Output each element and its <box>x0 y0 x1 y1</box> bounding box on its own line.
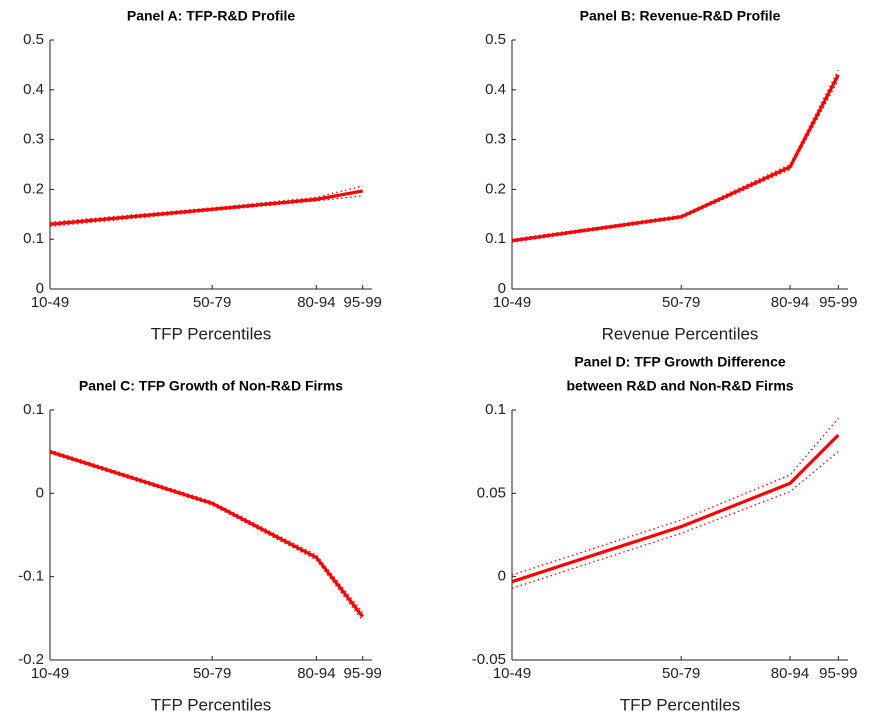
chart-title: Panel A: TFP-R&D Profile <box>127 8 295 24</box>
ci-upper-line <box>511 69 839 240</box>
x-tick-label: 95-99 <box>819 665 857 682</box>
x-tick-label: 10-49 <box>493 665 531 682</box>
y-tick-label: 0.4 <box>23 81 44 98</box>
y-tick-label: 0.05 <box>477 484 506 501</box>
x-tick-label: 80-94 <box>297 665 335 682</box>
y-tick-label: 0.2 <box>23 180 44 197</box>
y-tick-label: 0 <box>36 484 44 501</box>
y-tick-label: 0.3 <box>23 131 44 148</box>
x-tick-label: 80-94 <box>771 665 809 682</box>
chart-title: Panel B: Revenue-R&D Profile <box>580 8 781 24</box>
ci-lower-line <box>511 451 839 589</box>
ci-upper-line <box>511 417 839 576</box>
x-axis-label: TFP Percentiles <box>151 695 272 714</box>
x-axis-label: TFP Percentiles <box>620 695 741 714</box>
y-tick-label: 0.5 <box>23 31 44 48</box>
y-tick-label: -0.2 <box>18 651 44 668</box>
y-tick-label: 0 <box>498 568 506 585</box>
x-axis-label: Revenue Percentiles <box>602 324 759 343</box>
x-axis-label: TFP Percentiles <box>151 324 272 343</box>
y-tick-label: -0.1 <box>18 568 44 585</box>
x-tick-label: 10-49 <box>31 294 69 311</box>
data-line <box>511 74 840 243</box>
chart-title: between R&D and Non-R&D Firms <box>566 378 793 394</box>
x-tick-label: 50-79 <box>662 294 700 311</box>
data-line <box>49 450 364 618</box>
y-tick-label: 0 <box>36 280 44 297</box>
y-tick-label: 0.3 <box>485 131 506 148</box>
x-tick-label: 50-79 <box>193 665 231 682</box>
x-tick-label: 10-49 <box>493 294 531 311</box>
x-tick-label: 80-94 <box>771 294 809 311</box>
y-tick-label: 0.5 <box>485 31 506 48</box>
y-tick-label: 0.1 <box>485 230 506 247</box>
x-tick-label: 95-99 <box>819 294 857 311</box>
ci-lower-line <box>49 195 363 227</box>
chart-title: Panel D: TFP Growth Difference <box>574 354 786 370</box>
x-tick-label: 95-99 <box>344 665 382 682</box>
y-tick-label: 0.1 <box>485 401 506 418</box>
data-line <box>511 433 840 584</box>
y-tick-label: 0.1 <box>23 401 44 418</box>
x-tick-label: 10-49 <box>31 665 69 682</box>
chart-title: Panel C: TFP Growth of Non-R&D Firms <box>79 378 343 394</box>
ci-lower-line <box>49 452 364 622</box>
ci-upper-line <box>49 185 363 223</box>
x-tick-label: 80-94 <box>297 294 335 311</box>
y-tick-label: 0.4 <box>485 81 506 98</box>
data-line <box>49 189 364 226</box>
y-tick-label: 0.2 <box>485 180 506 197</box>
x-tick-label: 50-79 <box>662 665 700 682</box>
x-tick-label: 50-79 <box>193 294 231 311</box>
ci-upper-line <box>49 449 364 613</box>
x-tick-label: 95-99 <box>344 294 382 311</box>
y-tick-label: -0.05 <box>472 651 506 668</box>
y-tick-label: 0 <box>498 280 506 297</box>
y-tick-label: 0.1 <box>23 230 44 247</box>
ci-lower-line <box>511 79 839 243</box>
